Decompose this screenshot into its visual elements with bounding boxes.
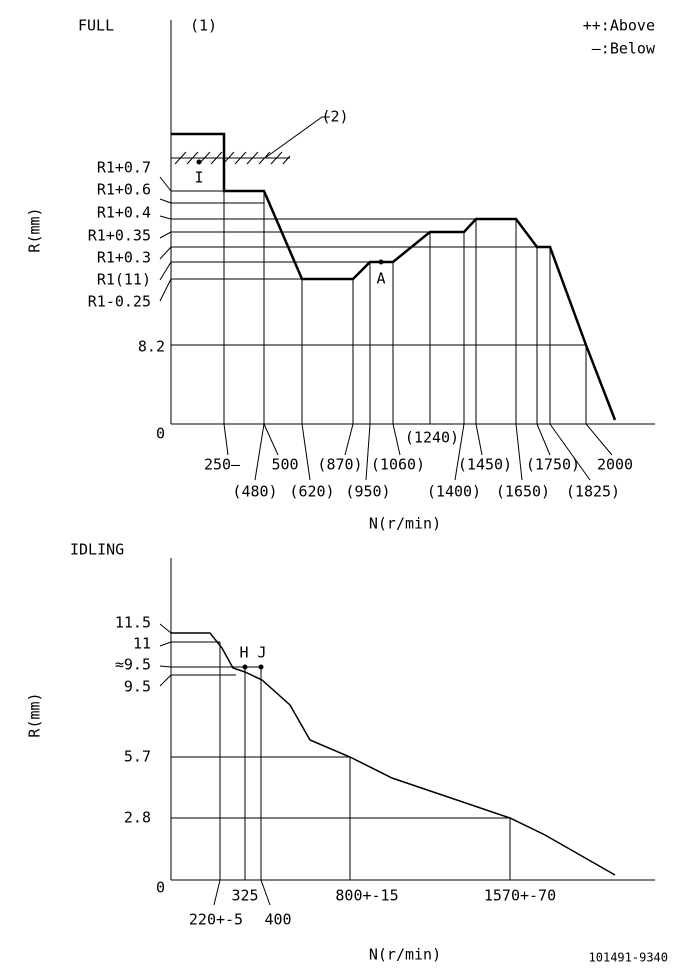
label: I <box>194 169 203 187</box>
idling-chart <box>159 558 655 906</box>
label: 101491-9340 <box>589 951 668 965</box>
label: 250— <box>204 456 241 474</box>
label: (1) <box>190 17 217 35</box>
point-marker <box>242 664 248 670</box>
full-curve <box>171 132 617 421</box>
point-marker <box>378 259 384 265</box>
label: R1+0.35 <box>88 227 151 245</box>
label: ++:Above <box>583 17 655 35</box>
label: R(mm) <box>26 692 44 737</box>
label: 400 <box>264 911 291 929</box>
label: IDLING <box>70 541 124 559</box>
label: (870) <box>317 456 362 474</box>
label: 325 <box>231 887 258 905</box>
label: 5.7 <box>124 748 151 766</box>
label: R1+0.6 <box>97 181 151 199</box>
label: 9.5 <box>124 678 151 696</box>
point-marker <box>196 159 202 165</box>
reference-lines <box>159 176 613 481</box>
label: 11.5 <box>115 614 151 632</box>
label: (1240) <box>405 429 459 447</box>
label: (950) <box>345 483 390 501</box>
label: (480) <box>232 483 277 501</box>
label: (1750) <box>526 456 580 474</box>
idling-curve <box>171 632 616 876</box>
label: 1570+-70 <box>484 887 556 905</box>
label: 8.2 <box>138 338 165 356</box>
label: ≈9.5 <box>115 656 151 674</box>
label: 220+-5 <box>189 911 243 929</box>
label: 2.8 <box>124 809 151 827</box>
full-chart <box>159 20 655 481</box>
label: R(mm) <box>26 207 44 252</box>
label: (1650) <box>496 483 550 501</box>
label: (1825) <box>566 483 620 501</box>
label: N(r/min) <box>369 946 441 964</box>
hatching <box>174 151 291 165</box>
label: H <box>239 644 248 662</box>
reference-lines <box>159 623 511 906</box>
label: (2) <box>321 108 348 126</box>
label: —:Below <box>592 40 656 58</box>
label: R1+0.7 <box>97 159 151 177</box>
label: 500 <box>271 456 298 474</box>
label: 11 <box>133 635 151 653</box>
label: N(r/min) <box>369 515 441 533</box>
label: FULL <box>78 17 114 35</box>
label: R1+0.4 <box>97 204 151 222</box>
label: (1400) <box>427 483 481 501</box>
label: (1060) <box>371 456 425 474</box>
label: (1450) <box>458 456 512 474</box>
point-marker <box>258 664 264 670</box>
label: 0 <box>156 425 165 443</box>
label: J <box>257 644 266 662</box>
label: R1(11) <box>97 271 151 289</box>
label: R1-0.25 <box>88 293 151 311</box>
label: A <box>376 270 385 288</box>
label: 0 <box>156 879 165 897</box>
label: 2000 <box>597 456 633 474</box>
label: (620) <box>289 483 334 501</box>
callout-leader <box>264 116 330 159</box>
label: 800+-15 <box>335 887 398 905</box>
label: R1+0.3 <box>97 249 151 267</box>
